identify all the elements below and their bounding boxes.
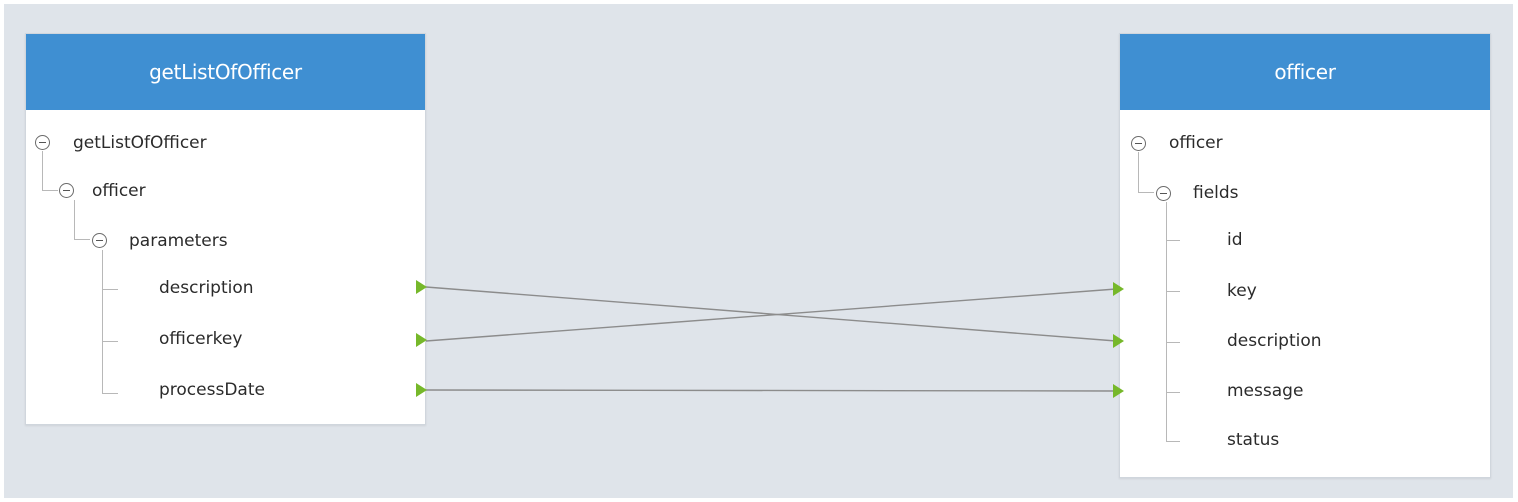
tree-connector bbox=[1166, 240, 1180, 241]
target-field-message[interactable]: message bbox=[1227, 381, 1304, 401]
source-port-processdate[interactable] bbox=[416, 383, 427, 397]
tree-node-fields[interactable]: fields bbox=[1193, 183, 1239, 203]
collapse-icon[interactable] bbox=[35, 135, 50, 150]
link-description-to-description[interactable] bbox=[425, 286, 1117, 342]
source-port-officerkey[interactable] bbox=[416, 333, 427, 347]
target-field-status[interactable]: status bbox=[1227, 430, 1280, 450]
target-field-key[interactable]: key bbox=[1227, 281, 1257, 301]
tree-connector bbox=[42, 151, 43, 191]
tree-node-officer[interactable]: officer bbox=[92, 181, 146, 201]
target-field-id[interactable]: id bbox=[1227, 230, 1243, 250]
target-field-description[interactable]: description bbox=[1227, 331, 1322, 351]
collapse-icon[interactable] bbox=[92, 233, 107, 248]
tree-connector bbox=[102, 250, 103, 394]
tree-connector bbox=[1166, 441, 1180, 442]
tree-connector bbox=[74, 239, 90, 240]
target-panel-title[interactable]: officer bbox=[1120, 34, 1490, 110]
target-port-message[interactable] bbox=[1113, 384, 1124, 398]
tree-node-root[interactable]: officer bbox=[1169, 133, 1223, 153]
source-field-officerkey[interactable]: officerkey bbox=[159, 329, 243, 349]
tree-connector bbox=[102, 393, 118, 394]
source-panel-title[interactable]: getListOfOfficer bbox=[26, 34, 425, 110]
source-port-description[interactable] bbox=[416, 280, 427, 294]
tree-node-root[interactable]: getListOfOfficer bbox=[73, 133, 207, 153]
source-field-processdate[interactable]: processDate bbox=[159, 380, 265, 400]
tree-connector bbox=[1166, 202, 1167, 442]
tree-connector bbox=[74, 200, 75, 240]
target-port-key[interactable] bbox=[1113, 282, 1124, 296]
tree-connector bbox=[1138, 192, 1154, 193]
tree-node-parameters[interactable]: parameters bbox=[129, 231, 228, 251]
tree-connector bbox=[102, 341, 118, 342]
collapse-icon[interactable] bbox=[1156, 186, 1171, 201]
link-officerkey-to-key[interactable] bbox=[425, 288, 1117, 342]
tree-connector bbox=[102, 289, 118, 290]
tree-connector bbox=[1166, 392, 1180, 393]
tree-connector bbox=[1166, 342, 1180, 343]
source-field-description[interactable]: description bbox=[159, 278, 254, 298]
target-panel: officer officer fields id key descriptio… bbox=[1119, 33, 1491, 478]
target-port-description[interactable] bbox=[1113, 334, 1124, 348]
collapse-icon[interactable] bbox=[59, 183, 74, 198]
collapse-icon[interactable] bbox=[1131, 136, 1146, 151]
source-panel: getListOfOfficer getListOfOfficer office… bbox=[25, 33, 426, 425]
link-processdate-to-message[interactable] bbox=[425, 389, 1117, 392]
tree-connector bbox=[1166, 291, 1180, 292]
tree-connector bbox=[1138, 152, 1139, 192]
tree-connector bbox=[42, 190, 58, 191]
